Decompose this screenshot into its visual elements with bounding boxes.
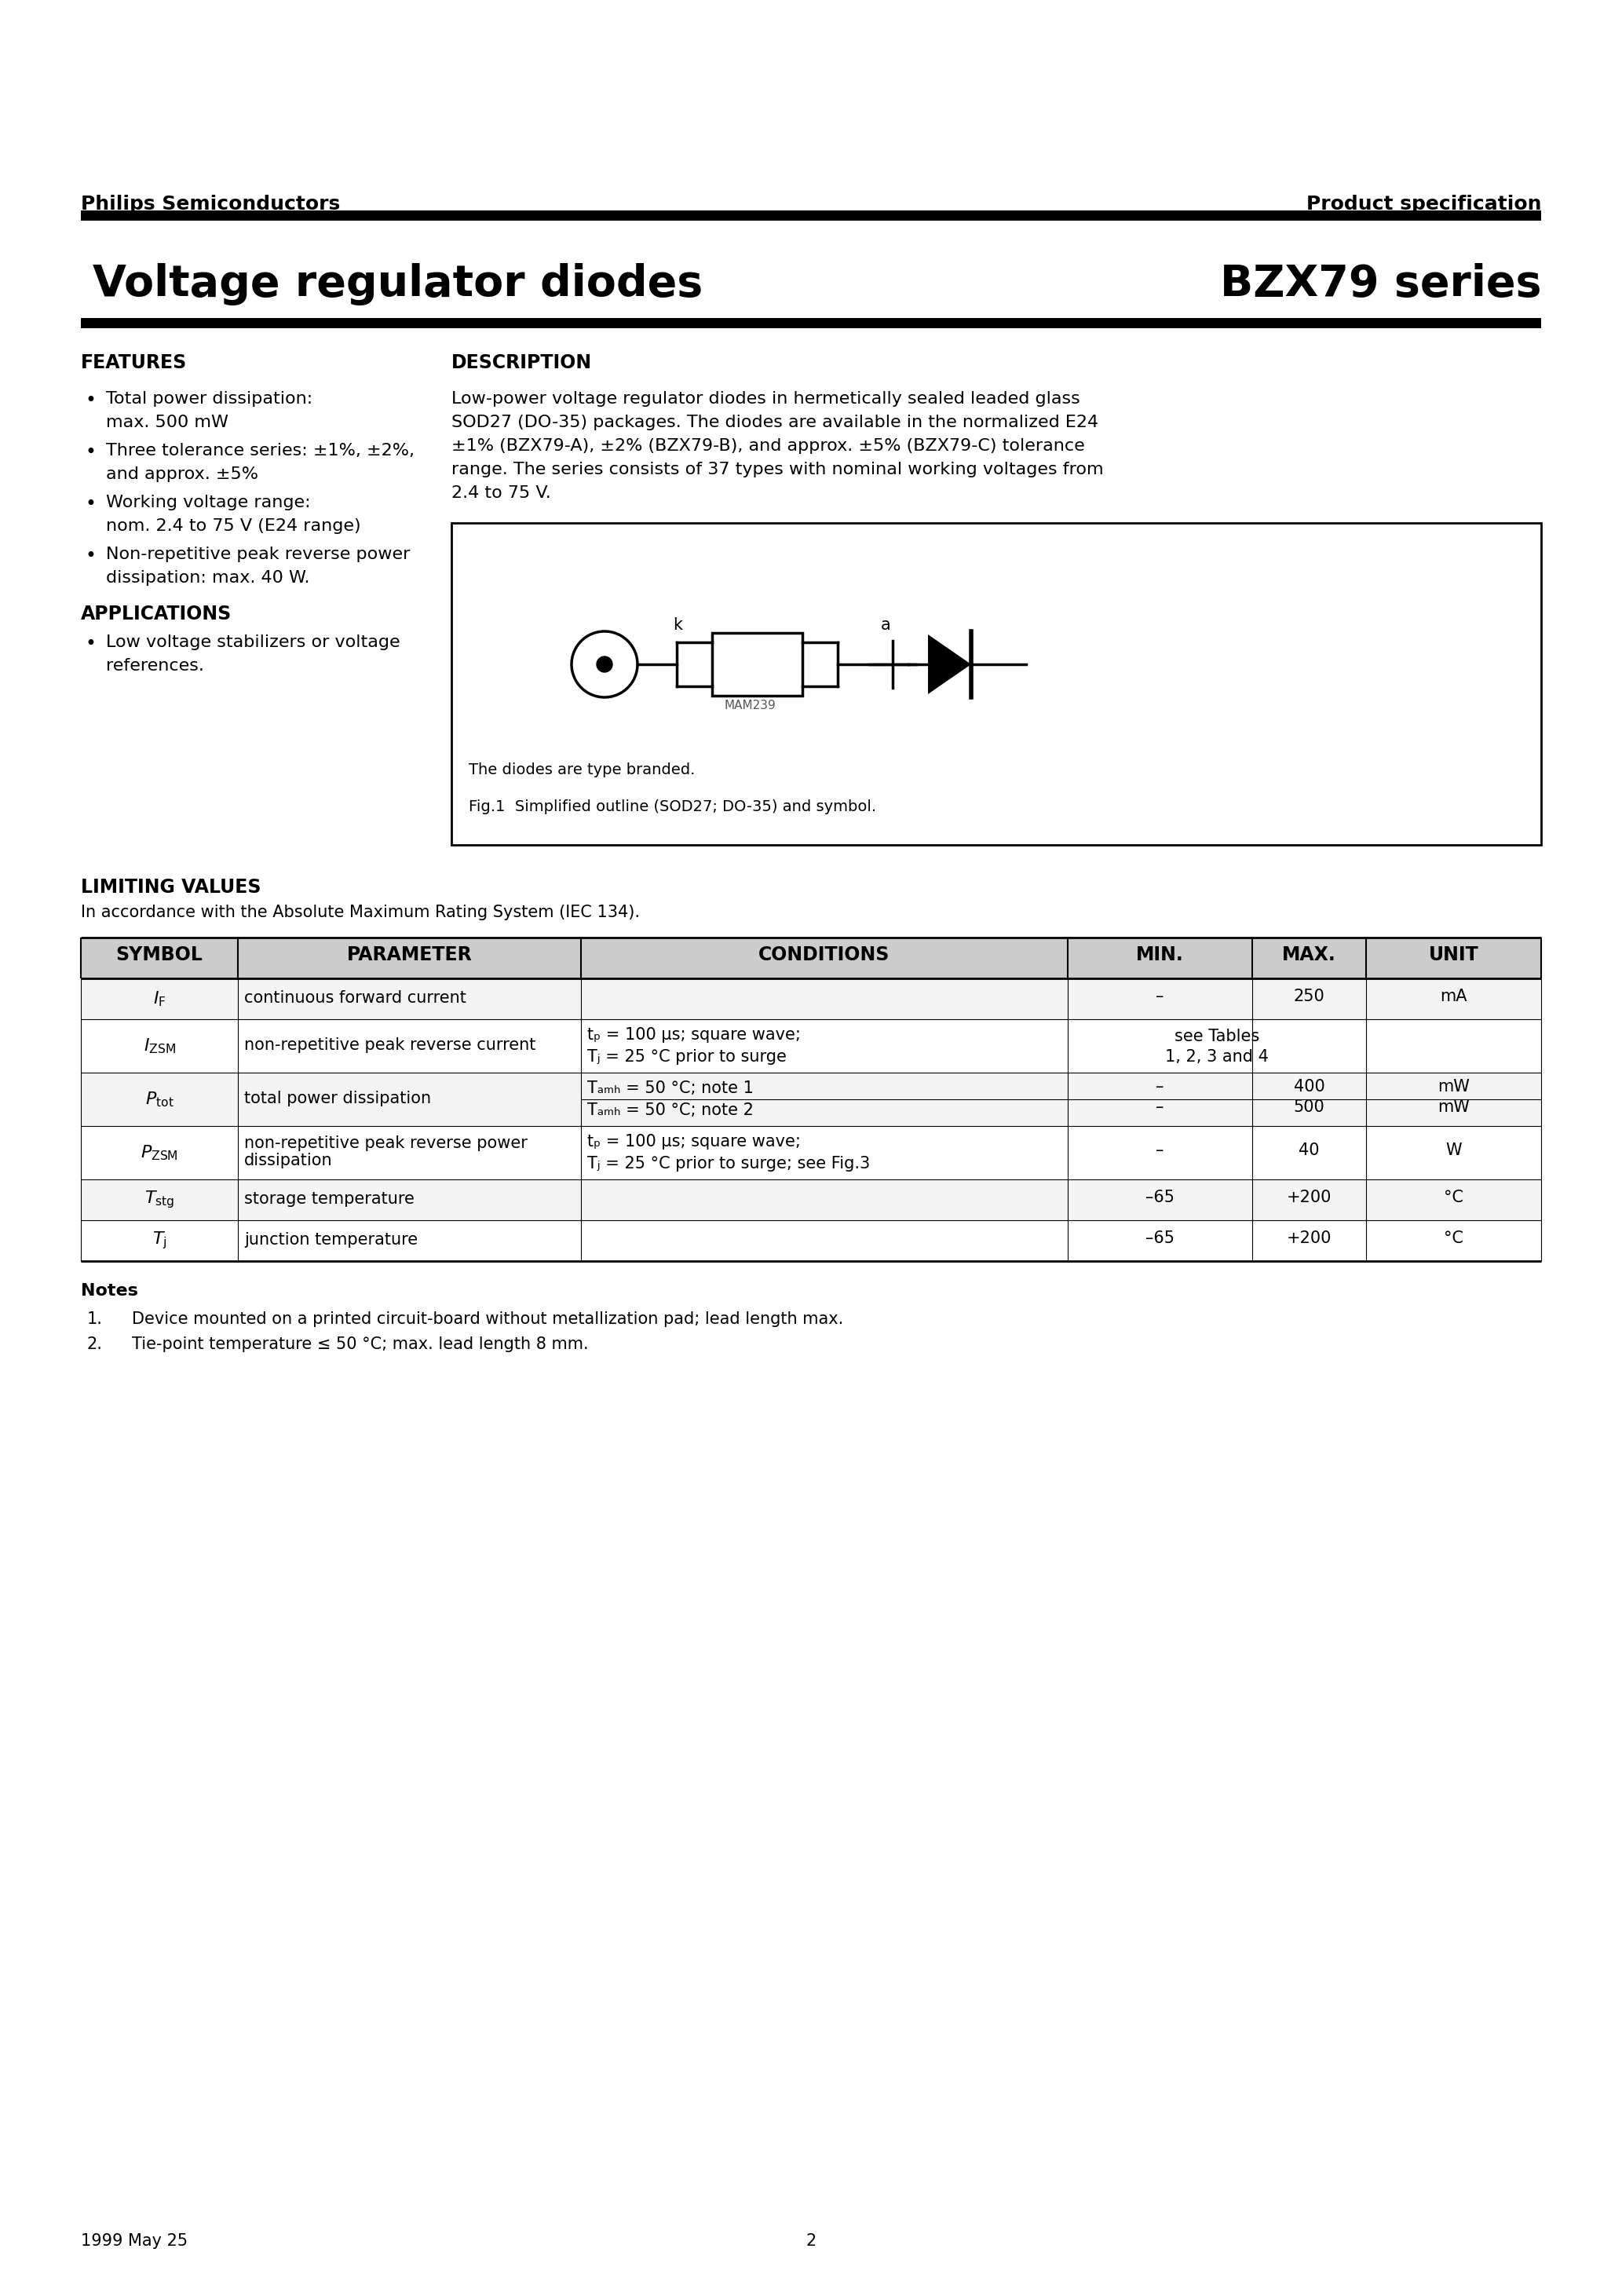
Text: –: – xyxy=(1156,1143,1165,1157)
Text: •: • xyxy=(84,443,96,461)
Bar xyxy=(712,634,803,696)
Text: max. 500 mW: max. 500 mW xyxy=(105,416,229,429)
Text: –: – xyxy=(1156,1079,1165,1095)
Text: a: a xyxy=(881,618,890,634)
Bar xyxy=(81,978,1541,1019)
Text: •: • xyxy=(84,390,96,411)
Text: 40: 40 xyxy=(1299,1143,1320,1157)
Text: MAM239: MAM239 xyxy=(723,700,775,712)
Text: Tⱼ = 25 °C prior to surge: Tⱼ = 25 °C prior to surge xyxy=(587,1049,787,1065)
Text: $I_{\mathrm{F}}$: $I_{\mathrm{F}}$ xyxy=(152,990,165,1008)
Text: storage temperature: storage temperature xyxy=(245,1192,415,1208)
Text: The diodes are type branded.: The diodes are type branded. xyxy=(469,762,696,778)
Text: Working voltage range:: Working voltage range: xyxy=(105,494,310,510)
Text: Product specification: Product specification xyxy=(1306,195,1541,214)
Text: Tie-point temperature ≤ 50 °C; max. lead length 8 mm.: Tie-point temperature ≤ 50 °C; max. lead… xyxy=(131,1336,589,1352)
Text: SOD27 (DO-35) packages. The diodes are available in the normalized E24: SOD27 (DO-35) packages. The diodes are a… xyxy=(451,416,1098,429)
Text: –65: –65 xyxy=(1145,1231,1174,1247)
Text: In accordance with the Absolute Maximum Rating System (IEC 134).: In accordance with the Absolute Maximum … xyxy=(81,905,639,921)
Text: Low voltage stabilizers or voltage: Low voltage stabilizers or voltage xyxy=(105,634,401,650)
Text: 1999 May 25: 1999 May 25 xyxy=(81,2234,188,2248)
Text: mW: mW xyxy=(1437,1100,1470,1116)
Text: Tₐₘₕ = 50 °C; note 2: Tₐₘₕ = 50 °C; note 2 xyxy=(587,1102,754,1118)
Text: MIN.: MIN. xyxy=(1135,946,1184,964)
Bar xyxy=(81,1180,1541,1219)
Circle shape xyxy=(597,657,613,673)
Text: Low-power voltage regulator diodes in hermetically sealed leaded glass: Low-power voltage regulator diodes in he… xyxy=(451,390,1080,406)
Text: range. The series consists of 37 types with nominal working voltages from: range. The series consists of 37 types w… xyxy=(451,461,1103,478)
Text: mA: mA xyxy=(1440,990,1468,1003)
Text: •: • xyxy=(84,494,96,514)
Text: junction temperature: junction temperature xyxy=(245,1233,418,1247)
Text: $T_{\mathrm{stg}}$: $T_{\mathrm{stg}}$ xyxy=(144,1189,175,1210)
Text: LIMITING VALUES: LIMITING VALUES xyxy=(81,877,261,898)
Text: non-repetitive peak reverse power: non-repetitive peak reverse power xyxy=(245,1137,527,1150)
Text: Fig.1  Simplified outline (SOD27; DO-35) and symbol.: Fig.1 Simplified outline (SOD27; DO-35) … xyxy=(469,799,876,815)
Text: 2: 2 xyxy=(806,2234,816,2248)
Text: 1.: 1. xyxy=(88,1311,102,1327)
Text: 500: 500 xyxy=(1293,1100,1325,1116)
Text: Voltage regulator diodes: Voltage regulator diodes xyxy=(92,264,702,305)
Text: $P_{\mathrm{ZSM}}$: $P_{\mathrm{ZSM}}$ xyxy=(141,1143,178,1162)
Text: total power dissipation: total power dissipation xyxy=(245,1091,431,1107)
Text: Total power dissipation:: Total power dissipation: xyxy=(105,390,313,406)
Text: 400: 400 xyxy=(1293,1079,1325,1095)
Text: CONDITIONS: CONDITIONS xyxy=(759,946,890,964)
Text: $P_{\mathrm{tot}}$: $P_{\mathrm{tot}}$ xyxy=(144,1091,174,1109)
Text: nom. 2.4 to 75 V (E24 range): nom. 2.4 to 75 V (E24 range) xyxy=(105,519,360,535)
Text: °C: °C xyxy=(1444,1231,1463,1247)
Text: k: k xyxy=(673,618,683,634)
Text: 1, 2, 3 and 4: 1, 2, 3 and 4 xyxy=(1165,1049,1268,1065)
Bar xyxy=(451,523,1541,845)
Polygon shape xyxy=(928,634,972,693)
Text: references.: references. xyxy=(105,659,204,673)
Text: mW: mW xyxy=(1437,1079,1470,1095)
Text: –65: –65 xyxy=(1145,1189,1174,1205)
Text: W: W xyxy=(1445,1143,1461,1157)
Text: Device mounted on a printed circuit-board without metallization pad; lead length: Device mounted on a printed circuit-boar… xyxy=(131,1311,843,1327)
Text: +200: +200 xyxy=(1286,1189,1332,1205)
Text: non-repetitive peak reverse current: non-repetitive peak reverse current xyxy=(245,1038,535,1054)
Text: –: – xyxy=(1156,990,1165,1003)
Text: 2.: 2. xyxy=(88,1336,102,1352)
Text: $I_{\mathrm{ZSM}}$: $I_{\mathrm{ZSM}}$ xyxy=(143,1038,175,1056)
Text: SYMBOL: SYMBOL xyxy=(115,946,203,964)
Text: tₚ = 100 μs; square wave;: tₚ = 100 μs; square wave; xyxy=(587,1134,801,1150)
Text: MAX.: MAX. xyxy=(1281,946,1337,964)
Text: °C: °C xyxy=(1444,1189,1463,1205)
Text: 2.4 to 75 V.: 2.4 to 75 V. xyxy=(451,484,551,501)
Text: •: • xyxy=(84,634,96,654)
Bar xyxy=(81,211,1541,220)
Text: Tₐₘₕ = 50 °C; note 1: Tₐₘₕ = 50 °C; note 1 xyxy=(587,1081,754,1095)
Text: PARAMETER: PARAMETER xyxy=(347,946,472,964)
Text: FEATURES: FEATURES xyxy=(81,354,187,372)
Bar xyxy=(81,319,1541,328)
Text: tₚ = 100 μs; square wave;: tₚ = 100 μs; square wave; xyxy=(587,1026,801,1042)
Bar xyxy=(81,1072,1541,1125)
Text: dissipation: dissipation xyxy=(245,1153,333,1169)
Bar xyxy=(81,937,1541,978)
Text: UNIT: UNIT xyxy=(1429,946,1479,964)
Text: –: – xyxy=(1156,1100,1165,1116)
Text: ±1% (BZX79-A), ±2% (BZX79-B), and approx. ±5% (BZX79-C) tolerance: ±1% (BZX79-A), ±2% (BZX79-B), and approx… xyxy=(451,439,1085,455)
Text: BZX79 series: BZX79 series xyxy=(1220,264,1541,305)
Text: dissipation: max. 40 W.: dissipation: max. 40 W. xyxy=(105,569,310,585)
Text: and approx. ±5%: and approx. ±5% xyxy=(105,466,258,482)
Text: Philips Semiconductors: Philips Semiconductors xyxy=(81,195,341,214)
Text: DESCRIPTION: DESCRIPTION xyxy=(451,354,592,372)
Text: •: • xyxy=(84,546,96,565)
Text: APPLICATIONS: APPLICATIONS xyxy=(81,604,232,625)
Text: Non-repetitive peak reverse power: Non-repetitive peak reverse power xyxy=(105,546,410,563)
Text: Tⱼ = 25 °C prior to surge; see Fig.3: Tⱼ = 25 °C prior to surge; see Fig.3 xyxy=(587,1155,869,1171)
Text: $T_{\mathrm{j}}$: $T_{\mathrm{j}}$ xyxy=(152,1231,167,1251)
Text: Three tolerance series: ±1%, ±2%,: Three tolerance series: ±1%, ±2%, xyxy=(105,443,415,459)
Text: see Tables: see Tables xyxy=(1174,1029,1259,1045)
Text: Notes: Notes xyxy=(81,1283,138,1300)
Text: 250: 250 xyxy=(1293,990,1325,1003)
Text: +200: +200 xyxy=(1286,1231,1332,1247)
Text: continuous forward current: continuous forward current xyxy=(245,990,466,1006)
